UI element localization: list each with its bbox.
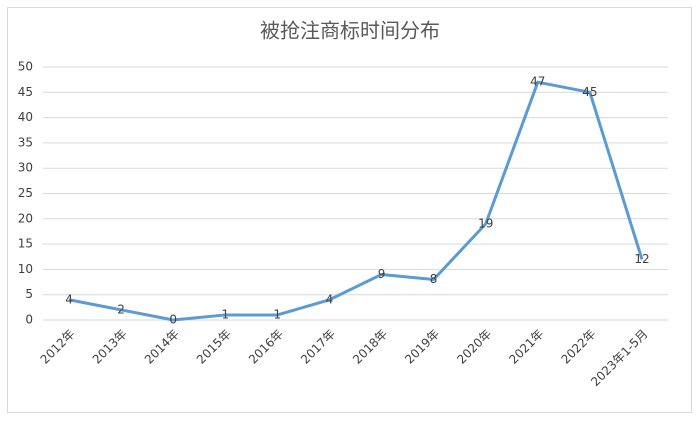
data-label: 2 <box>117 302 125 316</box>
y-tick-label: 15 <box>18 237 33 251</box>
y-tick-label: 35 <box>18 135 33 149</box>
chart-frame <box>7 7 692 413</box>
data-label: 1 <box>221 307 229 321</box>
y-tick-label: 50 <box>18 60 33 74</box>
data-label: 8 <box>430 272 438 286</box>
y-tick-label: 10 <box>18 262 33 276</box>
data-label: 0 <box>169 313 177 327</box>
data-label: 47 <box>530 75 545 89</box>
y-tick-label: 45 <box>18 85 33 99</box>
data-label: 4 <box>65 292 73 306</box>
data-label: 45 <box>582 85 597 99</box>
y-tick-label: 0 <box>25 313 33 327</box>
data-label: 19 <box>478 216 493 230</box>
data-label: 9 <box>378 267 386 281</box>
data-label: 12 <box>634 252 649 266</box>
y-tick-label: 40 <box>18 110 33 124</box>
data-label: 1 <box>274 307 282 321</box>
y-tick-label: 30 <box>18 161 33 175</box>
line-series <box>68 80 644 322</box>
chart-title: 被抢注商标时间分布 <box>260 19 440 43</box>
y-tick-label: 5 <box>25 287 33 301</box>
data-label: 4 <box>326 292 334 306</box>
y-tick-label: 20 <box>18 211 33 225</box>
y-tick-label: 25 <box>18 186 33 200</box>
